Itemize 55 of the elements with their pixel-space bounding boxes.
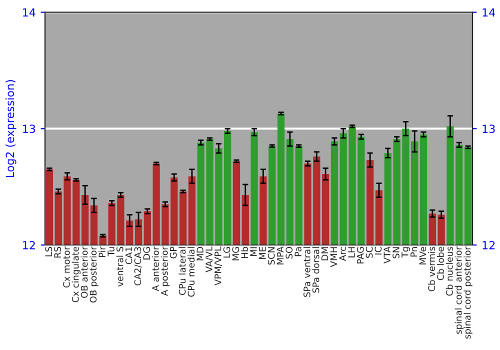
x-tick-label: MVe (419, 246, 426, 264)
x-tick-label: MG (232, 247, 240, 260)
x-tick-label: ventral S (116, 246, 124, 287)
x-tick-label: MPA (276, 246, 284, 264)
x-tick-label: VA/VL (206, 246, 214, 272)
x-tick-label: GP (170, 246, 177, 258)
x-tick-label: DM (321, 247, 328, 260)
x-tick-label: LS (45, 246, 52, 256)
x-tick-label: SCN (268, 247, 275, 265)
x-tick-label: Pir (98, 246, 106, 257)
y-tick-label: 12 (23, 240, 35, 250)
x-tick-label: Pa (294, 247, 302, 256)
x-tick-label: OB anterior (80, 246, 88, 298)
x-tick-label: CPu medial (188, 247, 195, 297)
x-tick-label: spinal cord anterior (454, 246, 464, 334)
y-tick-label: 14 (23, 8, 36, 16)
x-tick-label: DG (143, 247, 150, 260)
y-axis-title: Log2 (expression) (6, 80, 16, 178)
y2-tick-label: 12 (482, 240, 495, 250)
x-tick-label: SN (392, 247, 400, 258)
x-tick-label: LG (223, 247, 230, 258)
x-tick-label: VPM/VPL (214, 246, 222, 286)
x-tick-label: VTA (384, 246, 390, 264)
x-tick-label: IC (374, 246, 382, 254)
x-tick-label: A anterior (152, 246, 159, 292)
y2-tick-label: 13 (482, 124, 495, 134)
x-tick-label: VMH (330, 247, 337, 268)
x-tick-label: CA1 (125, 247, 132, 264)
x-tick-label: OB posterior (90, 246, 98, 303)
x-tick-label: SPa dorsal (312, 247, 320, 293)
x-tick-label: Cb vermis (428, 246, 436, 292)
x-tick-label: CA2/CA3 (134, 247, 142, 286)
x-tick-label: MI (250, 247, 257, 256)
x-tick-label: Tg (402, 247, 410, 258)
x-tick-label: MD (196, 246, 204, 260)
x-tick-label: CPu lateral (178, 247, 186, 295)
y-tick-label: 13 (23, 124, 36, 134)
x-tick-label: LH (348, 247, 355, 258)
x-tick-label: Cx motor (63, 246, 70, 288)
x-tick-label: Cx cingulate (72, 246, 81, 302)
x-tick-label: SO (286, 246, 293, 259)
x-tick-label: Hb (241, 246, 248, 258)
x-tick-label: Cb lobe (436, 246, 444, 280)
x-tick-label: SPa ventral (303, 247, 310, 297)
x-tick-label: PAG (356, 247, 364, 264)
x-tick-label: ME (259, 246, 266, 259)
x-tick-label: A posterior (160, 246, 170, 296)
x-tick-label: Arc (339, 246, 346, 261)
y2-tick-label: 14 (482, 8, 496, 16)
x-tick-label: Tu (108, 247, 114, 256)
x-tick-label: Cb nucleus (446, 246, 453, 296)
x-tick-label: Pn (410, 247, 418, 257)
x-tick-label: RS (54, 246, 61, 258)
x-tick-label: SC (366, 246, 373, 258)
x-tick-label: spinal cord posterior (464, 246, 472, 339)
